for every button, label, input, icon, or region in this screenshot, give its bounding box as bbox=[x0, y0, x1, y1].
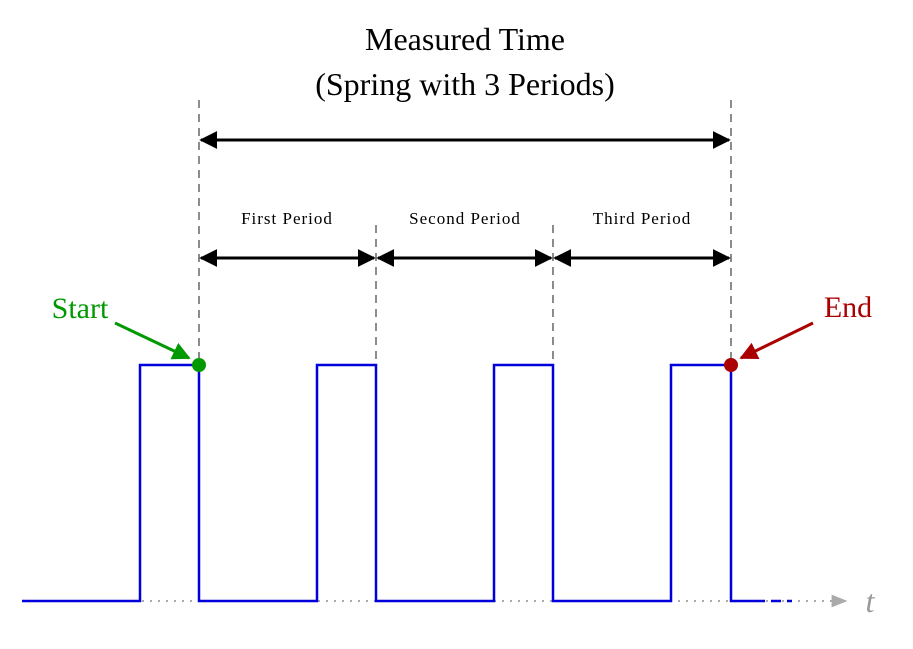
guides bbox=[198, 100, 732, 365]
arrows bbox=[199, 131, 731, 267]
start-label: Start bbox=[52, 292, 109, 325]
period-label: First Period bbox=[241, 209, 333, 228]
signal bbox=[22, 363, 755, 603]
start-dot bbox=[192, 358, 206, 372]
start-arrow bbox=[114, 321, 191, 360]
title-line: Measured Time bbox=[365, 21, 565, 57]
end-dot bbox=[724, 358, 738, 372]
end-label: End bbox=[824, 291, 872, 324]
period-label: Third Period bbox=[593, 209, 691, 228]
title-line: (Spring with 3 Periods) bbox=[315, 66, 615, 102]
end-arrow bbox=[739, 321, 814, 360]
axis-label: t bbox=[866, 583, 876, 619]
period-label: Second Period bbox=[409, 209, 521, 228]
